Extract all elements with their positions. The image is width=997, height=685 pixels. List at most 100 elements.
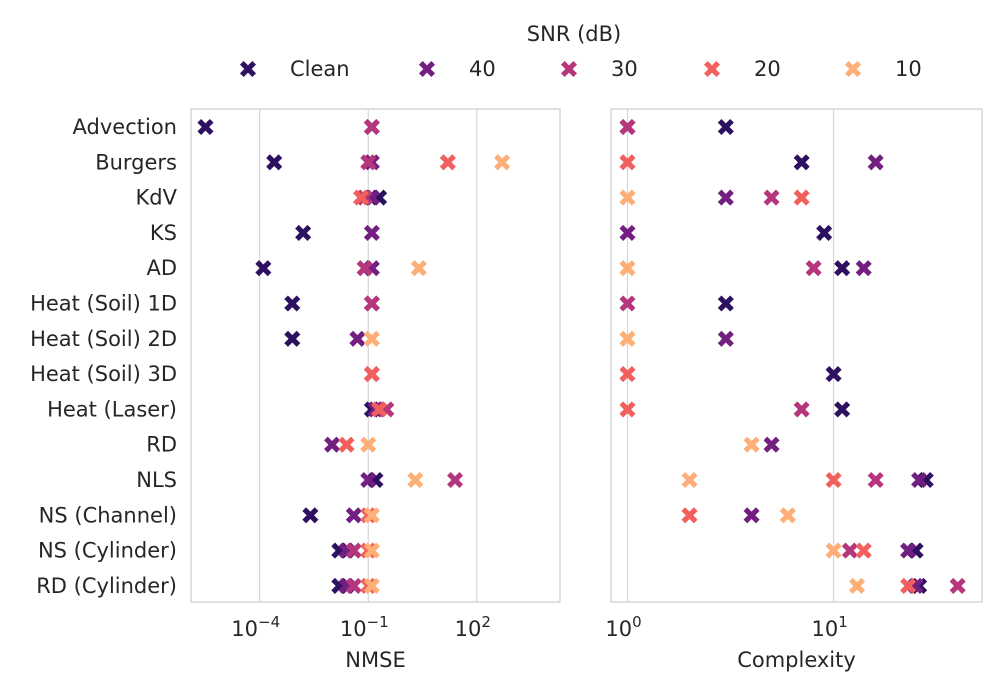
- point-30-heat-soil-1d: [619, 295, 636, 312]
- point-10-rd-cylinder: [849, 577, 866, 594]
- point-30-kdv: [763, 189, 780, 206]
- point-clean-heat-soil-3d: [825, 366, 842, 383]
- point-40-ns-cylinder: [900, 542, 917, 559]
- category-label-heat-soil-3d: Heat (Soil) 3D: [30, 362, 177, 386]
- legend: SNR (dB) Clean 40 30 20 10: [239, 22, 922, 81]
- nmse-panel: 10−4 10−1 102 NMSE: [190, 108, 561, 672]
- point-clean-ks: [295, 224, 312, 241]
- point-10-ns-cylinder: [363, 542, 380, 559]
- point-clean-ad: [834, 260, 851, 277]
- point-10-heat-soil-2d: [363, 330, 380, 347]
- complexity-ticks: 100 101: [605, 613, 847, 641]
- nmse-axis-label: NMSE: [345, 648, 405, 672]
- category-label-nls: NLS: [136, 468, 177, 492]
- category-label-burgers: Burgers: [95, 150, 177, 174]
- category-label-rd: RD: [146, 433, 177, 457]
- point-40-burgers: [867, 154, 884, 171]
- category-label-rd-cylinder: RD (Cylinder): [36, 574, 177, 598]
- point-20-heat-laser: [371, 401, 388, 418]
- point-40-rd: [763, 436, 780, 453]
- legend-label-40: 40: [469, 57, 496, 81]
- complexity-markers: [619, 118, 966, 594]
- point-40-nls: [911, 471, 928, 489]
- legend-marker-20: [703, 60, 721, 78]
- point-40-kdv: [717, 189, 734, 206]
- x-tick-label: 101: [811, 613, 847, 641]
- point-40-nls: [360, 471, 377, 489]
- nmse-markers: [197, 118, 511, 594]
- legend-label-10: 10: [895, 57, 922, 81]
- category-label-ns-channel: NS (Channel): [39, 503, 177, 527]
- point-20-heat-soil-3d: [619, 366, 636, 383]
- point-20-burgers: [439, 154, 456, 171]
- point-10-ad: [619, 260, 636, 277]
- nmse-ticks: 10−4 10−1 102: [231, 613, 491, 641]
- point-clean-heat-laser: [834, 401, 851, 418]
- legend-label-30: 30: [611, 57, 638, 81]
- legend-item-10: 10: [844, 57, 922, 81]
- point-40-rd: [324, 436, 341, 453]
- category-label-ks: KS: [150, 221, 177, 245]
- complexity-panel: 100 101 Complexity: [605, 108, 983, 672]
- category-label-heat-soil-1d: Heat (Soil) 1D: [30, 292, 177, 316]
- point-30-ad: [356, 260, 373, 277]
- point-20-ns-channel: [681, 507, 698, 524]
- point-40-heat-soil-2d: [717, 330, 734, 347]
- point-30-nls: [447, 471, 464, 489]
- category-label-ns-cylinder: NS (Cylinder): [38, 539, 177, 563]
- point-20-nls: [825, 471, 842, 489]
- point-clean-advection: [197, 118, 214, 136]
- category-label-heat-laser: Heat (Laser): [47, 397, 177, 421]
- point-40-ks: [619, 224, 636, 241]
- complexity-grid: [626, 109, 835, 602]
- nmse-frame: [190, 108, 561, 603]
- point-40-ns-channel: [345, 507, 362, 524]
- point-30-advection: [363, 118, 380, 136]
- x-tick-label: 10−4: [231, 613, 280, 641]
- point-10-ns-channel: [779, 507, 796, 524]
- point-clean-heat-soil-1d: [284, 295, 301, 312]
- point-40-ks: [363, 224, 380, 241]
- category-label-heat-soil-2d: Heat (Soil) 2D: [30, 327, 177, 351]
- point-clean-ks: [816, 224, 833, 241]
- point-30-ns-cylinder: [841, 542, 858, 559]
- point-10-kdv: [619, 189, 636, 206]
- category-labels: Advection Burgers KdV KS AD Heat (Soil) 1D Hea…: [30, 115, 178, 598]
- legend-marker-clean: [239, 60, 257, 78]
- legend-item-30: 30: [560, 57, 638, 81]
- point-30-rd-cylinder: [345, 577, 362, 594]
- x-tick-label: 100: [605, 613, 641, 641]
- point-10-rd: [743, 436, 760, 453]
- point-10-rd: [360, 436, 377, 453]
- point-20-ns-cylinder: [855, 542, 872, 559]
- point-30-rd-cylinder: [949, 577, 966, 594]
- legend-marker-40: [418, 60, 436, 78]
- legend-item-clean: Clean: [239, 57, 350, 81]
- category-label-advection: Advection: [73, 115, 177, 139]
- point-clean-heat-soil-2d: [284, 330, 301, 347]
- point-20-rd: [338, 436, 355, 453]
- legend-item-40: 40: [418, 57, 496, 81]
- legend-marker-30: [560, 60, 578, 78]
- point-clean-advection: [717, 118, 734, 136]
- point-30-heat-soil-1d: [363, 295, 380, 312]
- point-10-heat-soil-2d: [619, 330, 636, 347]
- x-tick-label: 102: [455, 613, 491, 641]
- point-30-heat-laser: [793, 401, 810, 418]
- point-40-ad: [855, 260, 872, 277]
- point-40-heat-soil-2d: [349, 330, 366, 347]
- legend-marker-10: [844, 60, 862, 78]
- point-10-ns-cylinder: [825, 542, 842, 559]
- category-label-ad: AD: [146, 256, 177, 280]
- legend-label-clean: Clean: [290, 57, 350, 81]
- point-20-heat-soil-3d: [363, 366, 380, 383]
- point-20-heat-laser: [619, 401, 636, 418]
- point-30-nls: [867, 471, 884, 489]
- point-40-ns-channel: [743, 507, 760, 524]
- x-tick-label: 10−1: [340, 613, 389, 641]
- legend-item-20: 20: [703, 57, 781, 81]
- point-10-ns-channel: [363, 507, 380, 524]
- point-10-ad: [410, 260, 427, 277]
- point-10-rd-cylinder: [363, 577, 380, 594]
